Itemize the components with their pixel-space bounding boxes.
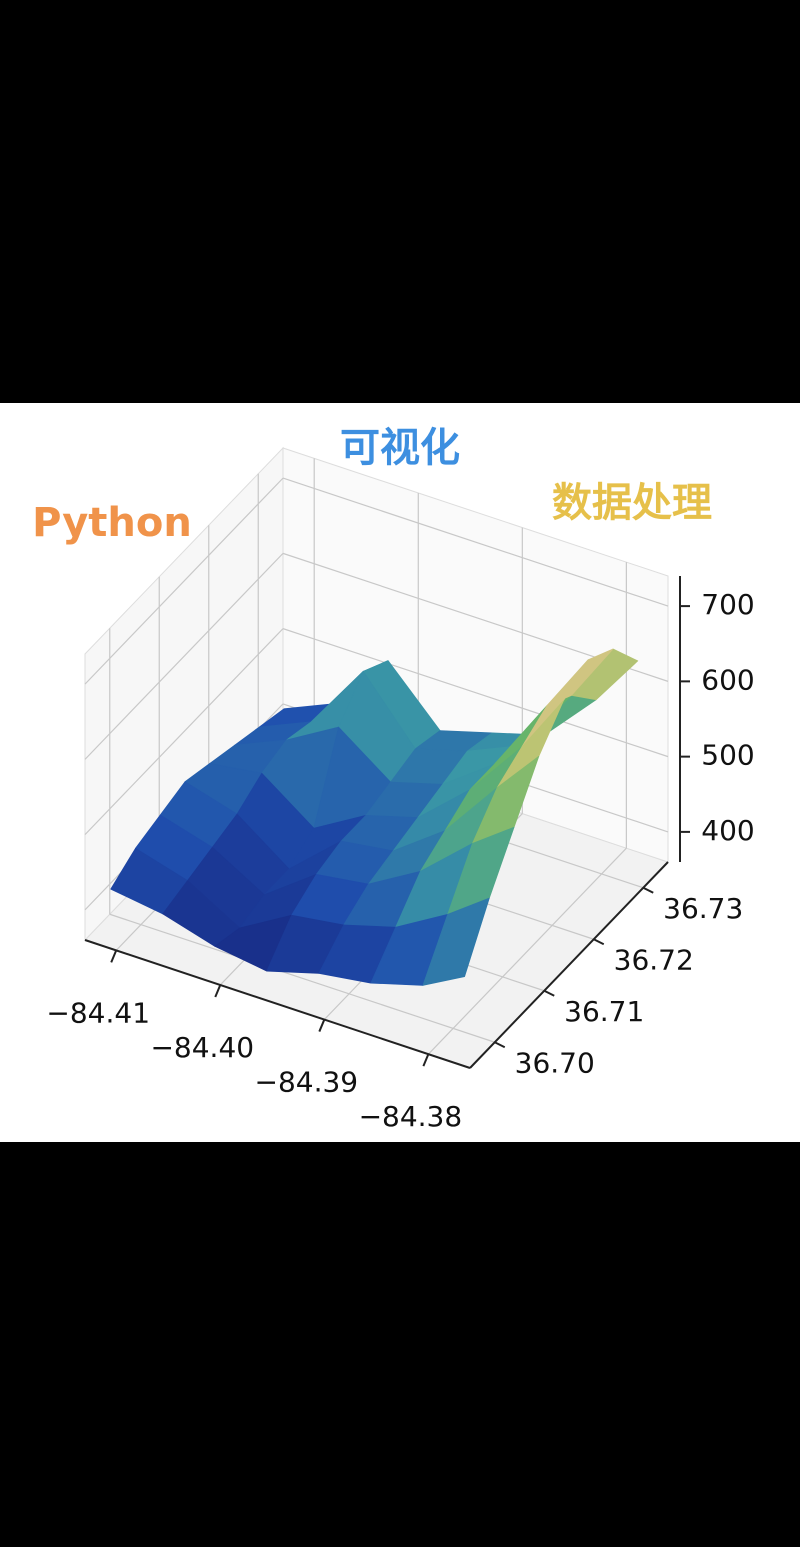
annotation: Python [32, 500, 192, 546]
x-tick [422, 1053, 430, 1067]
axes: −84.41−84.40−84.39−84.38 36.70 36.71 36.72 3… [46, 576, 755, 1133]
y-tick [543, 989, 555, 997]
x-tick-label: −84.40 [150, 1031, 254, 1064]
y-tick [642, 886, 654, 894]
grid-line [84, 552, 284, 760]
x-tick [110, 949, 118, 963]
z-tick-label: 500 [701, 739, 754, 772]
y-tick [593, 938, 605, 946]
grid-line [282, 477, 669, 607]
annotation: 可视化 [340, 425, 460, 471]
y-tick-label: 36.71 [564, 995, 644, 1028]
z-tick-label: 600 [701, 663, 754, 696]
grid-line [84, 628, 284, 836]
surface-patch [422, 897, 490, 986]
grid-line [109, 913, 495, 1043]
x-tick-label: −84.38 [359, 1100, 463, 1133]
x-tick [214, 984, 222, 998]
grid-line [282, 628, 669, 758]
y-tick-label: 36.73 [663, 892, 743, 925]
x-tick [318, 1019, 326, 1032]
grid-line [84, 477, 284, 685]
z-tick-label: 700 [701, 588, 754, 621]
x-axis-line [84, 939, 471, 1069]
surface [110, 648, 639, 986]
y-tick [494, 1041, 506, 1049]
annotation: 数据处理 [552, 480, 712, 526]
grid-line [427, 847, 627, 1055]
x-tick-label: −84.41 [46, 996, 150, 1029]
y-tick-label: 36.72 [614, 943, 694, 976]
z-tick-label: 400 [701, 814, 754, 847]
x-tick-label: −84.39 [255, 1066, 359, 1099]
y-axis-line [469, 861, 669, 1069]
y-tick-label: 36.70 [515, 1046, 595, 1079]
